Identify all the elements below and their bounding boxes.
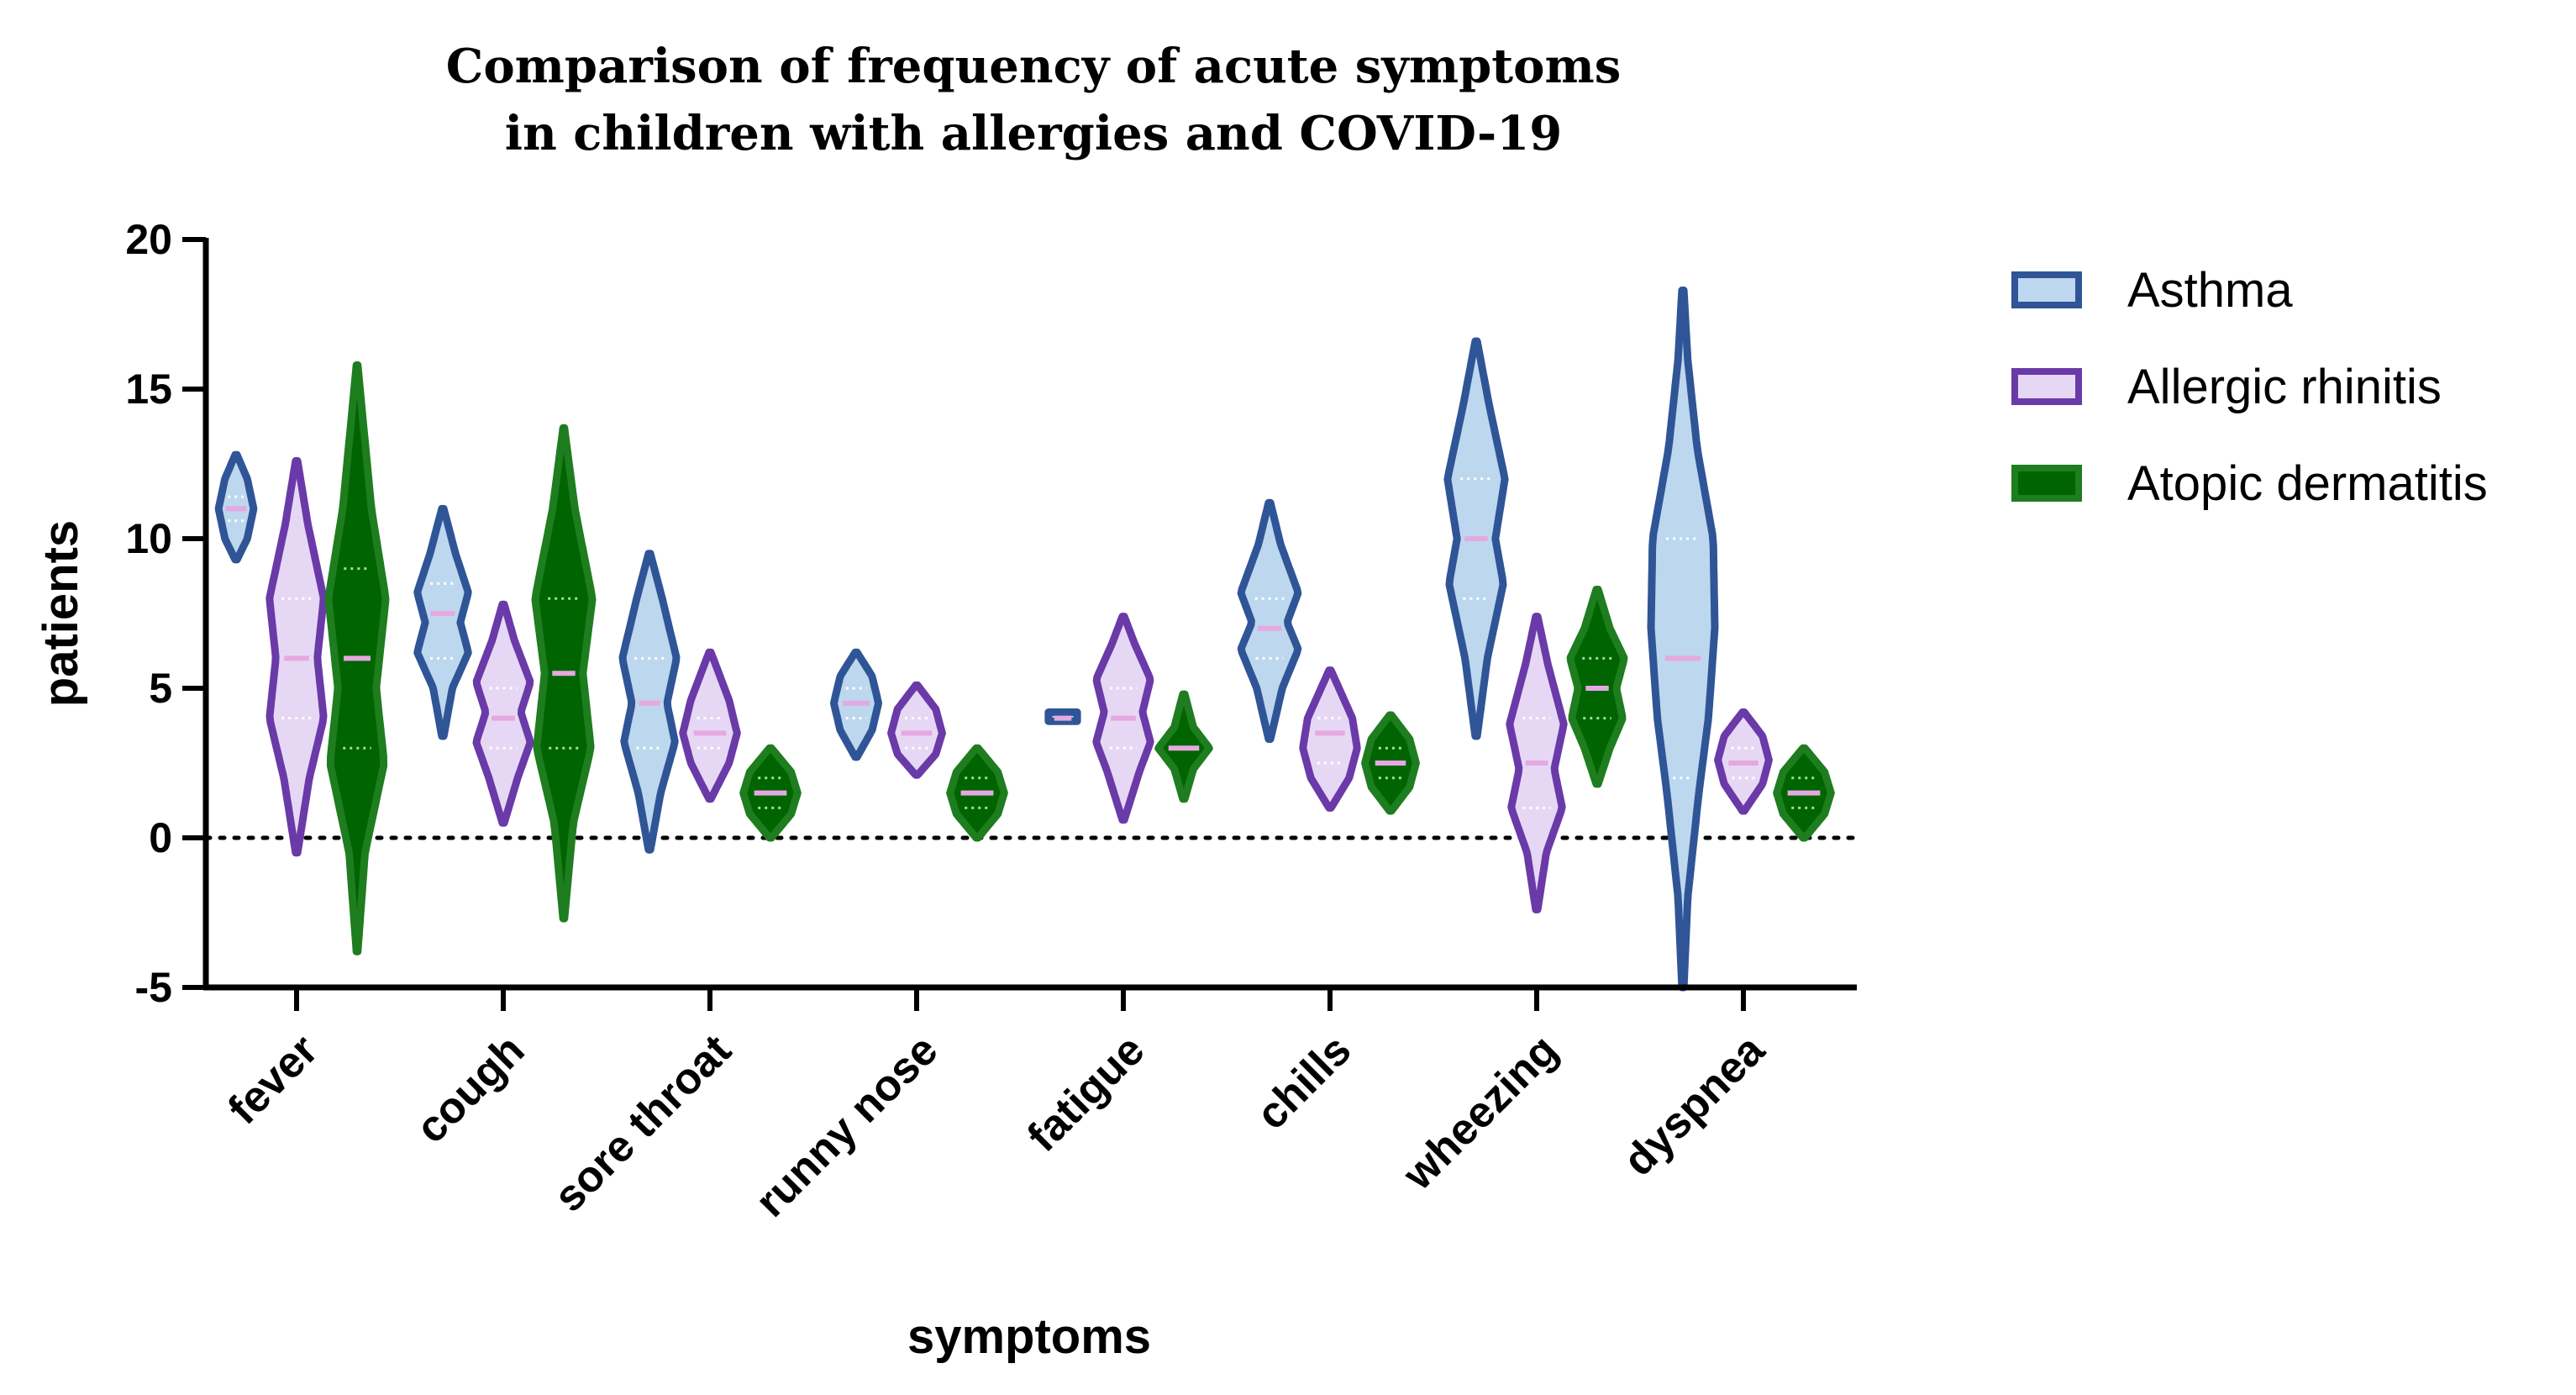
violin-body: [1299, 666, 1361, 812]
violin-chills: [1299, 666, 1361, 812]
violin-runny-nose: [946, 744, 1008, 842]
legend-item-allergic-rhinitis: Allergic rhinitis: [2011, 360, 2442, 414]
chart-title-line-1: Comparison of frequency of acute symptom…: [446, 39, 1622, 94]
violin-body: [679, 648, 741, 803]
series-asthma: [214, 287, 1719, 992]
legend-swatch: [2011, 368, 2082, 405]
violin-runny-nose: [830, 648, 882, 761]
y-tick-label: 15: [125, 366, 172, 413]
violin-dyspnea: [1647, 287, 1719, 992]
legend-swatch: [2011, 465, 2082, 502]
chart-title: Comparison of frequency of acute symptom…: [446, 39, 1622, 161]
violin-body: [1237, 498, 1302, 743]
violin-body: [887, 681, 946, 779]
violin-body: [1647, 287, 1719, 992]
y-axis-label: patients: [34, 520, 88, 707]
x-tick-label-dyspnea: dyspnea: [1614, 1025, 1774, 1186]
y-tick-label: -5: [135, 964, 172, 1011]
series-allergic-rhinitis: [265, 456, 1773, 913]
violin-fever: [214, 450, 258, 564]
violin-chills: [1237, 498, 1302, 743]
violin-fatigue: [1092, 613, 1154, 824]
x-tick-label-sore-throat: sore throat: [544, 1025, 740, 1221]
series-atopic-dermatitis: [324, 361, 1835, 955]
x-axis-label: symptoms: [907, 1309, 1151, 1364]
violin-sore-throat: [739, 744, 802, 842]
violin-cough: [531, 424, 597, 923]
y-tick-label: 10: [125, 515, 172, 562]
legend-label: Asthma: [2127, 263, 2293, 318]
y-tick-label: 5: [149, 665, 172, 712]
violin-runny-nose: [887, 681, 946, 779]
violin-body: [413, 504, 472, 740]
violin-wheezing: [1566, 586, 1628, 788]
x-tick-label-fatigue: fatigue: [1018, 1025, 1154, 1161]
y-tick-label: 0: [149, 814, 172, 861]
violin-fatigue: [1154, 690, 1213, 803]
x-tick-label-cough: cough: [407, 1025, 534, 1152]
violin-sore-throat: [679, 648, 741, 803]
legend-label: Allergic rhinitis: [2127, 360, 2442, 414]
violin-fatigue: [1044, 708, 1081, 725]
x-tick-label-fever: fever: [219, 1025, 328, 1134]
y-tick-label: 20: [125, 216, 172, 263]
legend-label: Atopic dermatitis: [2127, 456, 2488, 511]
legend-item-atopic-dermatitis: Atopic dermatitis: [2011, 456, 2488, 511]
legend-item-asthma: Asthma: [2011, 263, 2293, 318]
violin-body: [472, 600, 534, 827]
legend-swatch: [2011, 271, 2082, 308]
violin-cough: [472, 600, 534, 827]
chart-title-line-2: in children with allergies and COVID-19: [505, 106, 1562, 161]
violin-wheezing: [1506, 613, 1568, 913]
x-tick-label-wheezing: wheezing: [1393, 1025, 1567, 1199]
violin-cough: [413, 504, 472, 740]
violin-wheezing: [1443, 337, 1509, 740]
violin-sore-throat: [618, 550, 681, 854]
plot-area: [203, 287, 1859, 992]
violin-dyspnea: [1714, 708, 1773, 815]
violin-chills: [1361, 711, 1420, 815]
legend: Asthma Allergic rhinitis Atopic dermatitis: [2011, 263, 2488, 511]
x-tick-label-runny-nose: runny nose: [746, 1025, 947, 1226]
violin-dyspnea: [1773, 744, 1835, 842]
x-tick-label-chills: chills: [1247, 1025, 1360, 1139]
violin-fever: [324, 361, 390, 955]
violin-fever: [265, 456, 328, 857]
